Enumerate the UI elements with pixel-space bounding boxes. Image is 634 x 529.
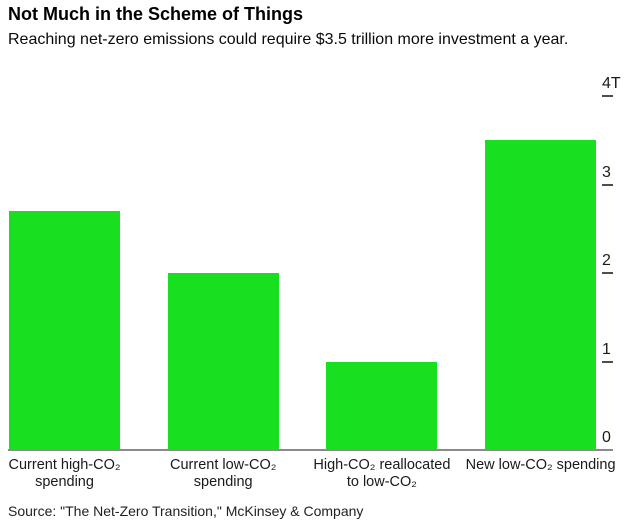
bar-current-low-co-spending — [167, 273, 279, 450]
x-tick-label-current-low-co-spending: Current low-CO₂ spending — [128, 457, 318, 491]
source-note: Source: "The Net-Zero Transition," McKin… — [8, 503, 364, 519]
x-tick-label-line: New low-CO₂ spending — [465, 457, 616, 473]
chart-title: Not Much in the Scheme of Things — [8, 4, 304, 24]
y-tick-label-1: 1 — [602, 340, 611, 358]
bar-high-co-reallocated-to-low-co — [326, 361, 438, 450]
x-tick-label-line: High-CO₂ reallocated — [313, 457, 451, 473]
bar-current-high-co-spending — [9, 211, 120, 450]
x-tick-label-high-co-reallocated-to-low-co: High-CO₂ reallocated to low-CO₂ — [287, 457, 477, 491]
bar-new-low-co-spending — [485, 140, 597, 450]
x-tick-label-line: to low-CO₂ — [346, 474, 417, 490]
x-axis-line — [8, 449, 613, 451]
y-tick-mark-4 — [602, 95, 613, 97]
y-tick-mark-3 — [602, 183, 613, 186]
y-tick-mark-1 — [602, 360, 613, 363]
y-tick-label-4: 4T — [602, 75, 621, 92]
y-tick-label-3: 3 — [602, 163, 611, 181]
x-tick-label-line: Current high-CO₂ — [8, 457, 121, 473]
x-tick-label-new-low-co-spending: New low-CO₂ spending — [446, 457, 634, 474]
y-tick-label-0: 0 — [602, 429, 611, 446]
x-tick-label-line: Current low-CO₂ — [170, 457, 277, 473]
y-tick-label-2: 2 — [602, 252, 611, 269]
x-tick-label-line: spending — [193, 474, 253, 490]
x-tick-label-line: spending — [35, 474, 94, 490]
x-tick-label-current-high-co-spending: Current high-CO₂ spending — [0, 457, 160, 491]
chart-subtitle: Reaching net-zero emissions could requir… — [8, 31, 569, 48]
y-tick-mark-2 — [602, 272, 613, 274]
